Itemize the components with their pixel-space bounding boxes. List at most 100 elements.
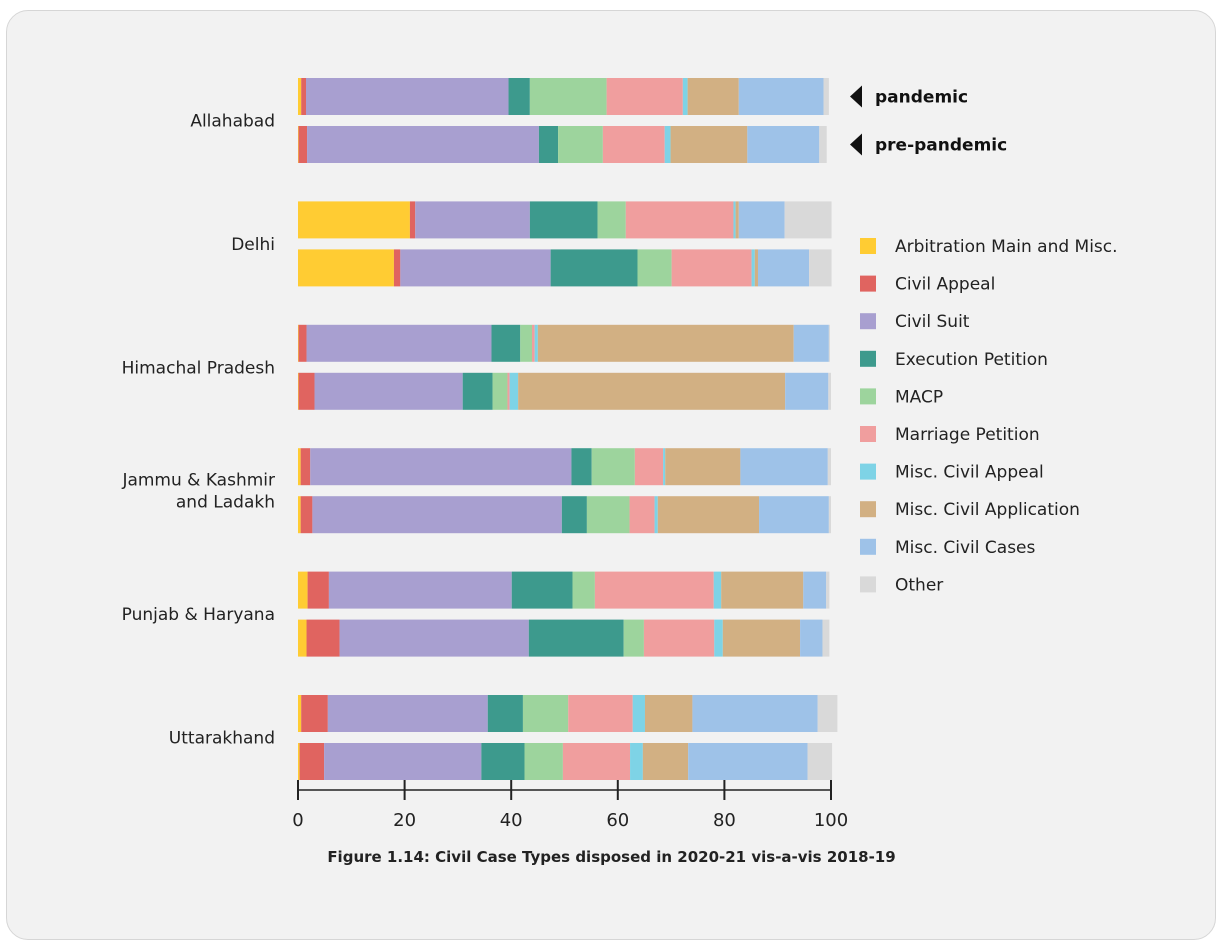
legend-label-3: Execution Petition (895, 350, 1048, 370)
bar-segment-4-0-7 (721, 571, 804, 609)
bar-segment-3-0-1 (300, 448, 311, 486)
period-label-1: pre-pandemic (875, 136, 1007, 156)
bar-segment-1-0-3 (529, 201, 598, 239)
bar-segment-0-1-9 (819, 126, 827, 163)
bar-segment-5-1-5 (562, 743, 631, 780)
bar-segment-3-1-8 (759, 496, 829, 534)
legend-swatch-0 (860, 238, 876, 254)
legend-label-8: Misc. Civil Cases (895, 538, 1036, 558)
bar-segment-5-0-1 (301, 695, 328, 732)
bar-segment-3-1-4 (586, 496, 630, 534)
legend-label-5: Marriage Petition (895, 425, 1040, 445)
bar-segment-0-0-1 (301, 78, 306, 115)
bar-segment-4-1-3 (528, 619, 624, 657)
bar-segment-3-1-3 (561, 496, 587, 534)
bar-segment-2-0-6 (534, 324, 538, 362)
bar-segment-0-0-8 (738, 78, 824, 115)
bar-segment-2-0-1 (298, 324, 307, 362)
bar-segment-5-0-3 (487, 695, 523, 732)
category-label-1: Delhi (231, 235, 275, 255)
bar-segment-5-1-2 (324, 743, 482, 780)
bar-segment-2-0-7 (537, 324, 794, 362)
bar-segment-0-1-8 (747, 126, 820, 163)
bar-segment-3-0-8 (740, 448, 828, 486)
bar-segment-0-1-3 (538, 126, 559, 163)
bar-segment-2-1-2 (314, 372, 463, 410)
bar-segment-5-1-9 (807, 743, 833, 780)
legend-swatch-2 (860, 313, 876, 330)
bar-segment-3-1-0 (298, 496, 301, 534)
bar-segment-1-1-7 (754, 249, 758, 287)
bar-segment-4-1-0 (298, 619, 307, 657)
bar-segment-0-0-4 (529, 78, 607, 115)
bar-segment-5-0-6 (632, 695, 645, 732)
bar-segment-5-0-7 (644, 695, 693, 732)
legend-swatch-3 (860, 350, 876, 367)
bar-segment-0-1-7 (670, 126, 748, 163)
bar-segment-1-0-9 (784, 201, 832, 239)
x-tick-label-1: 20 (393, 810, 416, 831)
bar-segment-2-1-9 (828, 372, 831, 410)
bar-segment-4-1-5 (643, 619, 715, 657)
bar-segment-3-0-5 (634, 448, 664, 486)
bar-segment-0-0-0 (298, 78, 302, 115)
bar-segment-1-0-2 (415, 201, 530, 239)
bar-segment-3-0-7 (665, 448, 741, 486)
legend-swatch-4 (860, 388, 876, 405)
bar-segment-4-1-8 (800, 619, 823, 657)
bar-segment-1-1-5 (671, 249, 752, 287)
bar-segment-0-1-4 (558, 126, 603, 163)
bar-segment-1-0-7 (735, 201, 739, 239)
bar-segment-0-1-2 (307, 126, 539, 163)
bar-segment-5-0-8 (692, 695, 818, 732)
legend-swatch-1 (860, 275, 876, 292)
bar-segment-5-1-7 (642, 743, 689, 780)
bar-segment-5-0-4 (522, 695, 569, 732)
bar-segment-1-1-9 (809, 249, 832, 287)
legend-swatch-5 (860, 426, 876, 442)
bar-segment-4-0-8 (803, 571, 827, 609)
bar-segment-5-0-5 (568, 695, 633, 732)
bar-segment-1-0-0 (298, 201, 410, 239)
bar-segment-2-0-9 (828, 324, 830, 362)
bar-segment-0-1-5 (602, 126, 665, 163)
bar-segment-5-0-9 (817, 695, 838, 732)
period-label-0: pandemic (875, 88, 968, 108)
bar-segment-1-1-3 (550, 249, 638, 287)
bar-segment-2-1-7 (518, 372, 786, 410)
category-label-4: Punjab & Haryana (122, 605, 275, 625)
period-arrow-0 (850, 85, 862, 108)
bar-segment-0-1-1 (298, 126, 308, 163)
bar-segment-2-1-3 (462, 372, 493, 410)
bar-segment-0-0-6 (682, 78, 688, 115)
bar-segment-2-1-6 (509, 372, 519, 410)
bar-segment-1-1-6 (751, 249, 755, 287)
legend-swatch-6 (860, 463, 876, 480)
bar-segment-1-0-8 (738, 201, 785, 239)
bar-segment-1-1-4 (637, 249, 672, 287)
bar-segment-1-0-6 (733, 201, 736, 239)
period-arrow-1 (850, 133, 862, 156)
bar-segment-5-0-2 (327, 695, 488, 732)
bar-segment-4-0-1 (307, 571, 329, 609)
bar-segment-2-0-2 (306, 324, 492, 362)
bar-segment-4-0-6 (713, 571, 722, 609)
bar-segment-5-1-4 (524, 743, 563, 780)
bar-segment-2-1-0 (298, 372, 299, 410)
bar-segment-2-1-1 (298, 372, 315, 410)
x-tick-label-2: 40 (500, 810, 523, 831)
bar-segment-3-1-2 (312, 496, 562, 534)
bar-segment-4-1-1 (306, 619, 340, 657)
bar-segment-4-0-2 (328, 571, 512, 609)
bar-segment-1-1-2 (400, 249, 551, 287)
bar-segment-1-0-1 (409, 201, 416, 239)
bar-segment-5-1-8 (688, 743, 808, 780)
bar-segment-2-0-4 (520, 324, 532, 362)
bar-segment-3-0-2 (310, 448, 572, 486)
bar-segment-1-1-0 (298, 249, 394, 287)
bar-segment-1-0-4 (597, 201, 626, 239)
bar-segment-1-1-1 (393, 249, 401, 287)
bar-segment-3-1-5 (629, 496, 655, 534)
bar-segment-0-0-5 (606, 78, 683, 115)
